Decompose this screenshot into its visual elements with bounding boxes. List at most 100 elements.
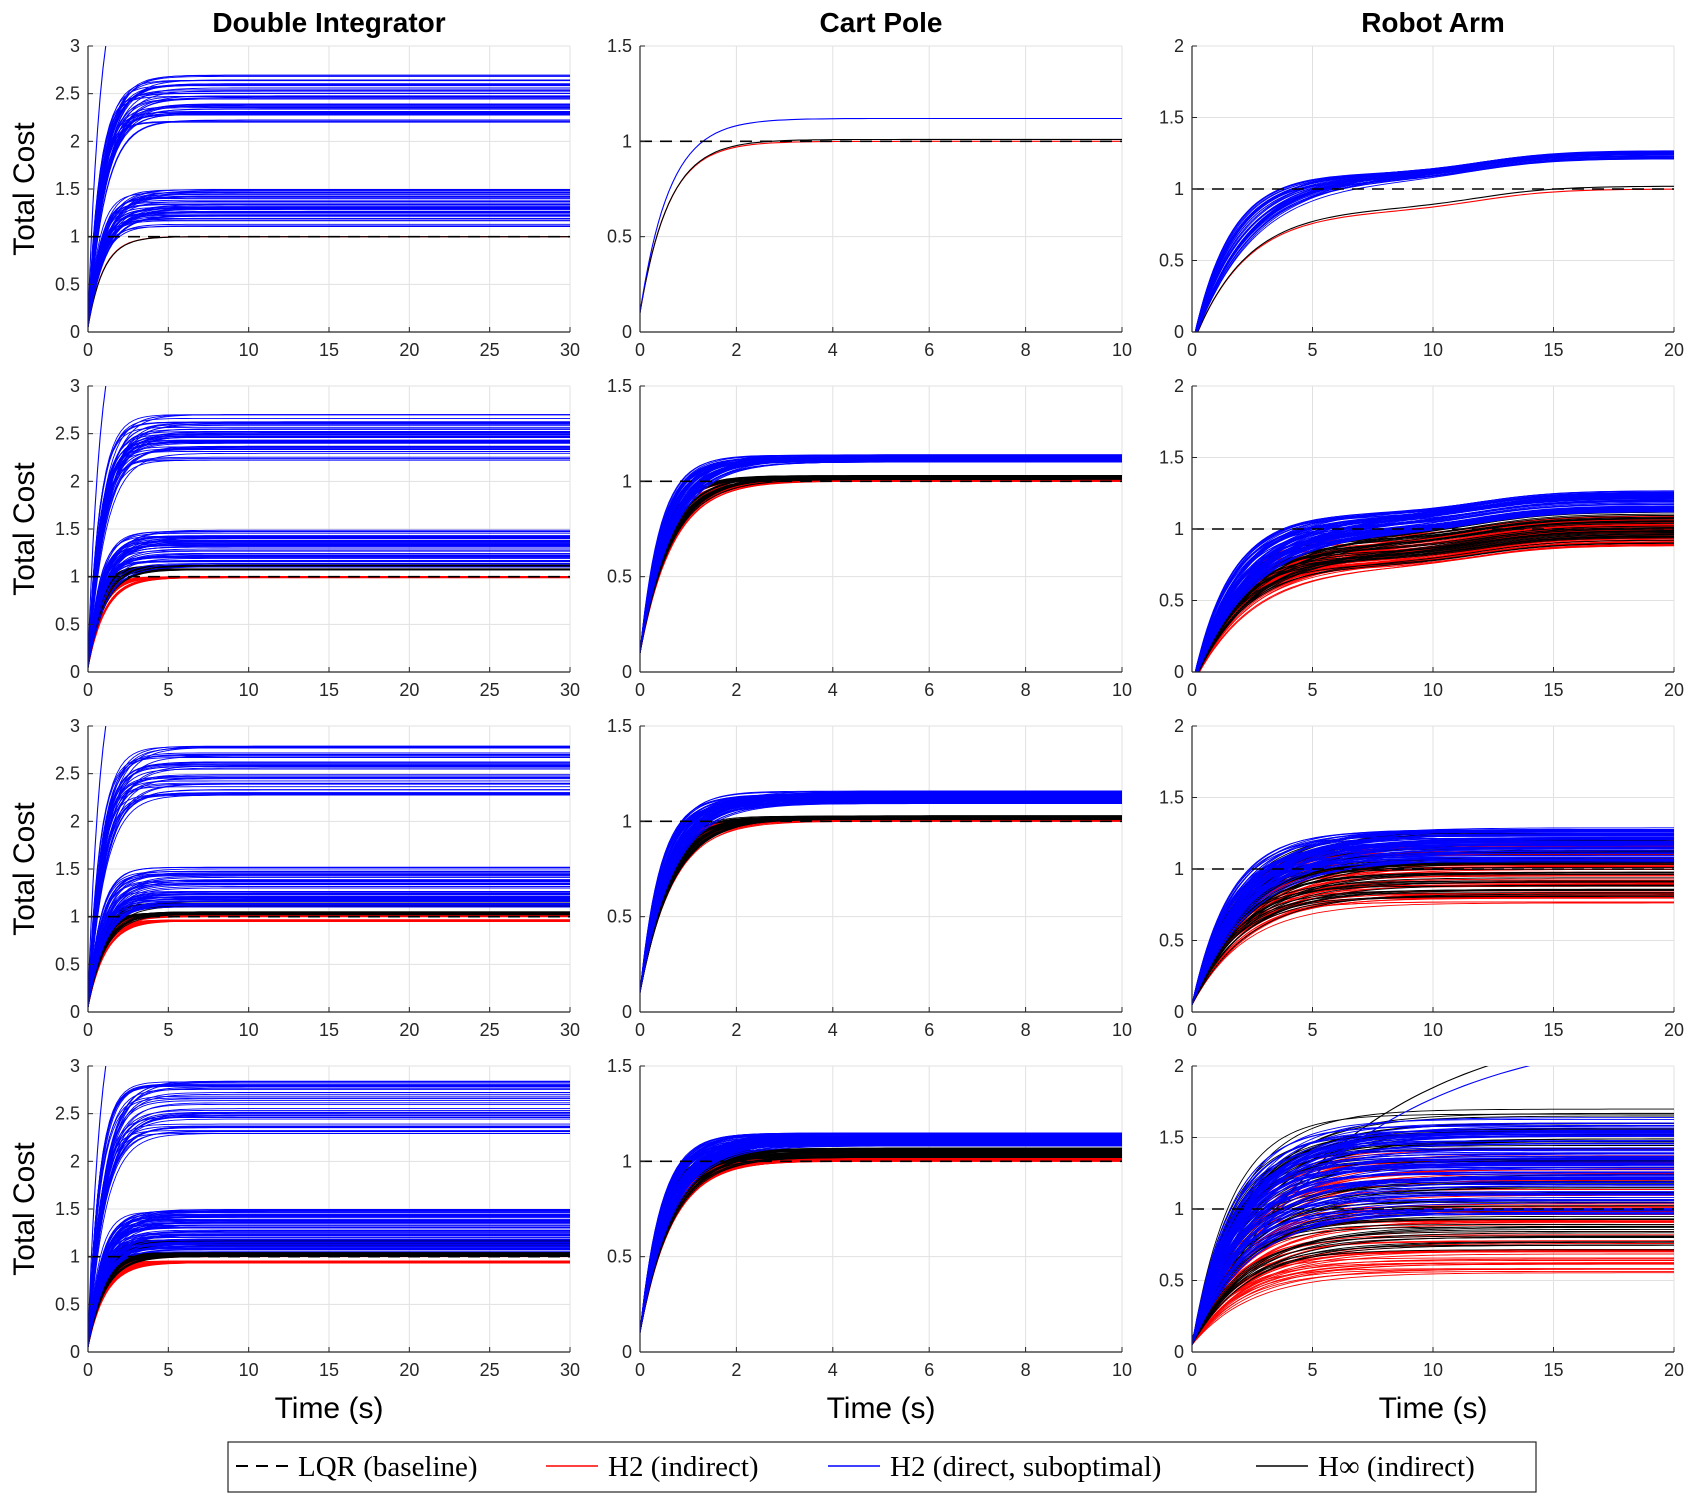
series-line [640, 795, 1122, 993]
series-line [88, 1098, 570, 1348]
y-tick-label: 1.5 [607, 716, 632, 736]
series-line [88, 903, 570, 1008]
y-tick-label: 0.5 [1159, 931, 1184, 951]
series-line [1197, 539, 1674, 672]
y-tick-label: 0 [622, 1342, 632, 1362]
y-tick-label: 2.5 [55, 764, 80, 784]
series-line [88, 111, 570, 328]
y-axis-label: Total Cost [8, 462, 41, 596]
series-lines [1192, 1066, 1674, 1346]
series-line [88, 794, 570, 1008]
x-tick-label: 5 [163, 340, 173, 360]
series-line [1192, 1193, 1674, 1345]
series-line [88, 1238, 570, 1348]
series-line [1192, 828, 1674, 1006]
y-tick-label: 1 [70, 907, 80, 927]
series-lines [88, 726, 570, 1008]
x-tick-label: 10 [1423, 1360, 1443, 1380]
x-tick-label: 25 [480, 680, 500, 700]
y-tick-label: 0.5 [1159, 1271, 1184, 1291]
series-line [88, 536, 570, 668]
series-line [88, 1125, 570, 1348]
series-h2-direct-suboptimal- [640, 117, 1122, 313]
x-tick-label: 15 [1543, 1020, 1563, 1040]
series-line [88, 196, 570, 328]
x-tick-label: 20 [1664, 680, 1684, 700]
y-tick-label: 1 [1174, 179, 1184, 199]
series-line [1192, 842, 1674, 1006]
x-tick-label: 20 [399, 1020, 419, 1040]
series-line [1192, 1113, 1674, 1345]
series-line [1198, 544, 1674, 672]
series-line [88, 757, 570, 1008]
series-line [88, 872, 570, 1008]
series-line [88, 887, 570, 1008]
series-line [1192, 858, 1674, 1006]
x-tick-label: 5 [1307, 680, 1317, 700]
series-line [1192, 902, 1674, 1006]
series-line [88, 96, 570, 328]
series-line [1192, 848, 1674, 1005]
subplot-robot-arm-row-1: 0 5 10 15 20 0 0.5 1 1.5 2 [1159, 36, 1684, 360]
series-line [88, 1215, 570, 1348]
subplot-cart-pole-row-1: 0 2 4 6 8 10 0 0.5 1 1.5 [607, 36, 1132, 360]
series-h2-direct-suboptimal- [1192, 1066, 1674, 1345]
legend-label: H2 (direct, suboptimal) [890, 1451, 1161, 1483]
series-line [1192, 1268, 1674, 1346]
series-line [1192, 1213, 1674, 1345]
x-tick-label: 0 [635, 340, 645, 360]
series-line [88, 531, 570, 668]
x-tick-label: 4 [828, 680, 838, 700]
series-line [640, 454, 1122, 653]
x-tick-label: 25 [480, 1360, 500, 1380]
series-line [88, 1097, 570, 1348]
series-h2-direct-suboptimal- [1194, 490, 1674, 672]
series-line [88, 1086, 570, 1348]
series-line [1192, 1263, 1674, 1346]
series-line [1192, 871, 1674, 1006]
x-tick-label: 0 [635, 1360, 645, 1380]
legend-entry: H2 (indirect) [546, 1451, 759, 1483]
series-line [640, 1139, 1122, 1333]
series-line [88, 217, 570, 328]
series-line [640, 1133, 1122, 1333]
x-tick-label: 20 [1664, 1020, 1684, 1040]
series-line [640, 117, 1122, 313]
y-tick-label: 2 [70, 471, 80, 491]
series-line [1192, 1147, 1674, 1345]
x-tick-label: 10 [1423, 680, 1443, 700]
series-line [88, 1261, 570, 1348]
x-tick-label: 20 [1664, 1360, 1684, 1380]
y-tick-label: 1 [622, 471, 632, 491]
x-tick-label: 6 [924, 1360, 934, 1380]
x-tick-label: 15 [319, 680, 339, 700]
subplot-robot-arm-row-4: 0 5 10 15 20 0 0.5 1 1.5 2 [1159, 1056, 1684, 1380]
x-tick-label: 20 [399, 340, 419, 360]
y-tick-label: 0 [1174, 322, 1184, 342]
y-tick-label: 0 [1174, 1342, 1184, 1362]
y-tick-label: 2 [1174, 376, 1184, 396]
y-tick-label: 0.5 [607, 227, 632, 247]
series-line [88, 201, 570, 328]
series-line [88, 219, 570, 328]
series-line [88, 1085, 570, 1348]
series-lines [640, 1132, 1122, 1333]
series-line [88, 220, 570, 328]
series-line [88, 892, 570, 1008]
x-tick-label: 8 [1021, 1360, 1031, 1380]
y-tick-label: 1.5 [55, 859, 80, 879]
series-line [88, 883, 570, 1008]
legend-entry: H∞ (indirect) [1256, 1451, 1475, 1483]
series-line [88, 563, 570, 668]
series-line [88, 205, 570, 328]
x-tick-label: 2 [731, 1360, 741, 1380]
series-line [640, 1145, 1122, 1333]
y-tick-label: 0 [70, 1342, 80, 1362]
series-line [88, 203, 570, 328]
y-tick-label: 0.5 [1159, 591, 1184, 611]
y-tick-label: 2 [1174, 1056, 1184, 1076]
series-line [88, 1213, 570, 1348]
subplot-robot-arm-row-2: 0 5 10 15 20 0 0.5 1 1.5 2 [1159, 376, 1684, 700]
series-h2-direct-suboptimal- [88, 1066, 570, 1348]
y-tick-label: 1 [70, 567, 80, 587]
